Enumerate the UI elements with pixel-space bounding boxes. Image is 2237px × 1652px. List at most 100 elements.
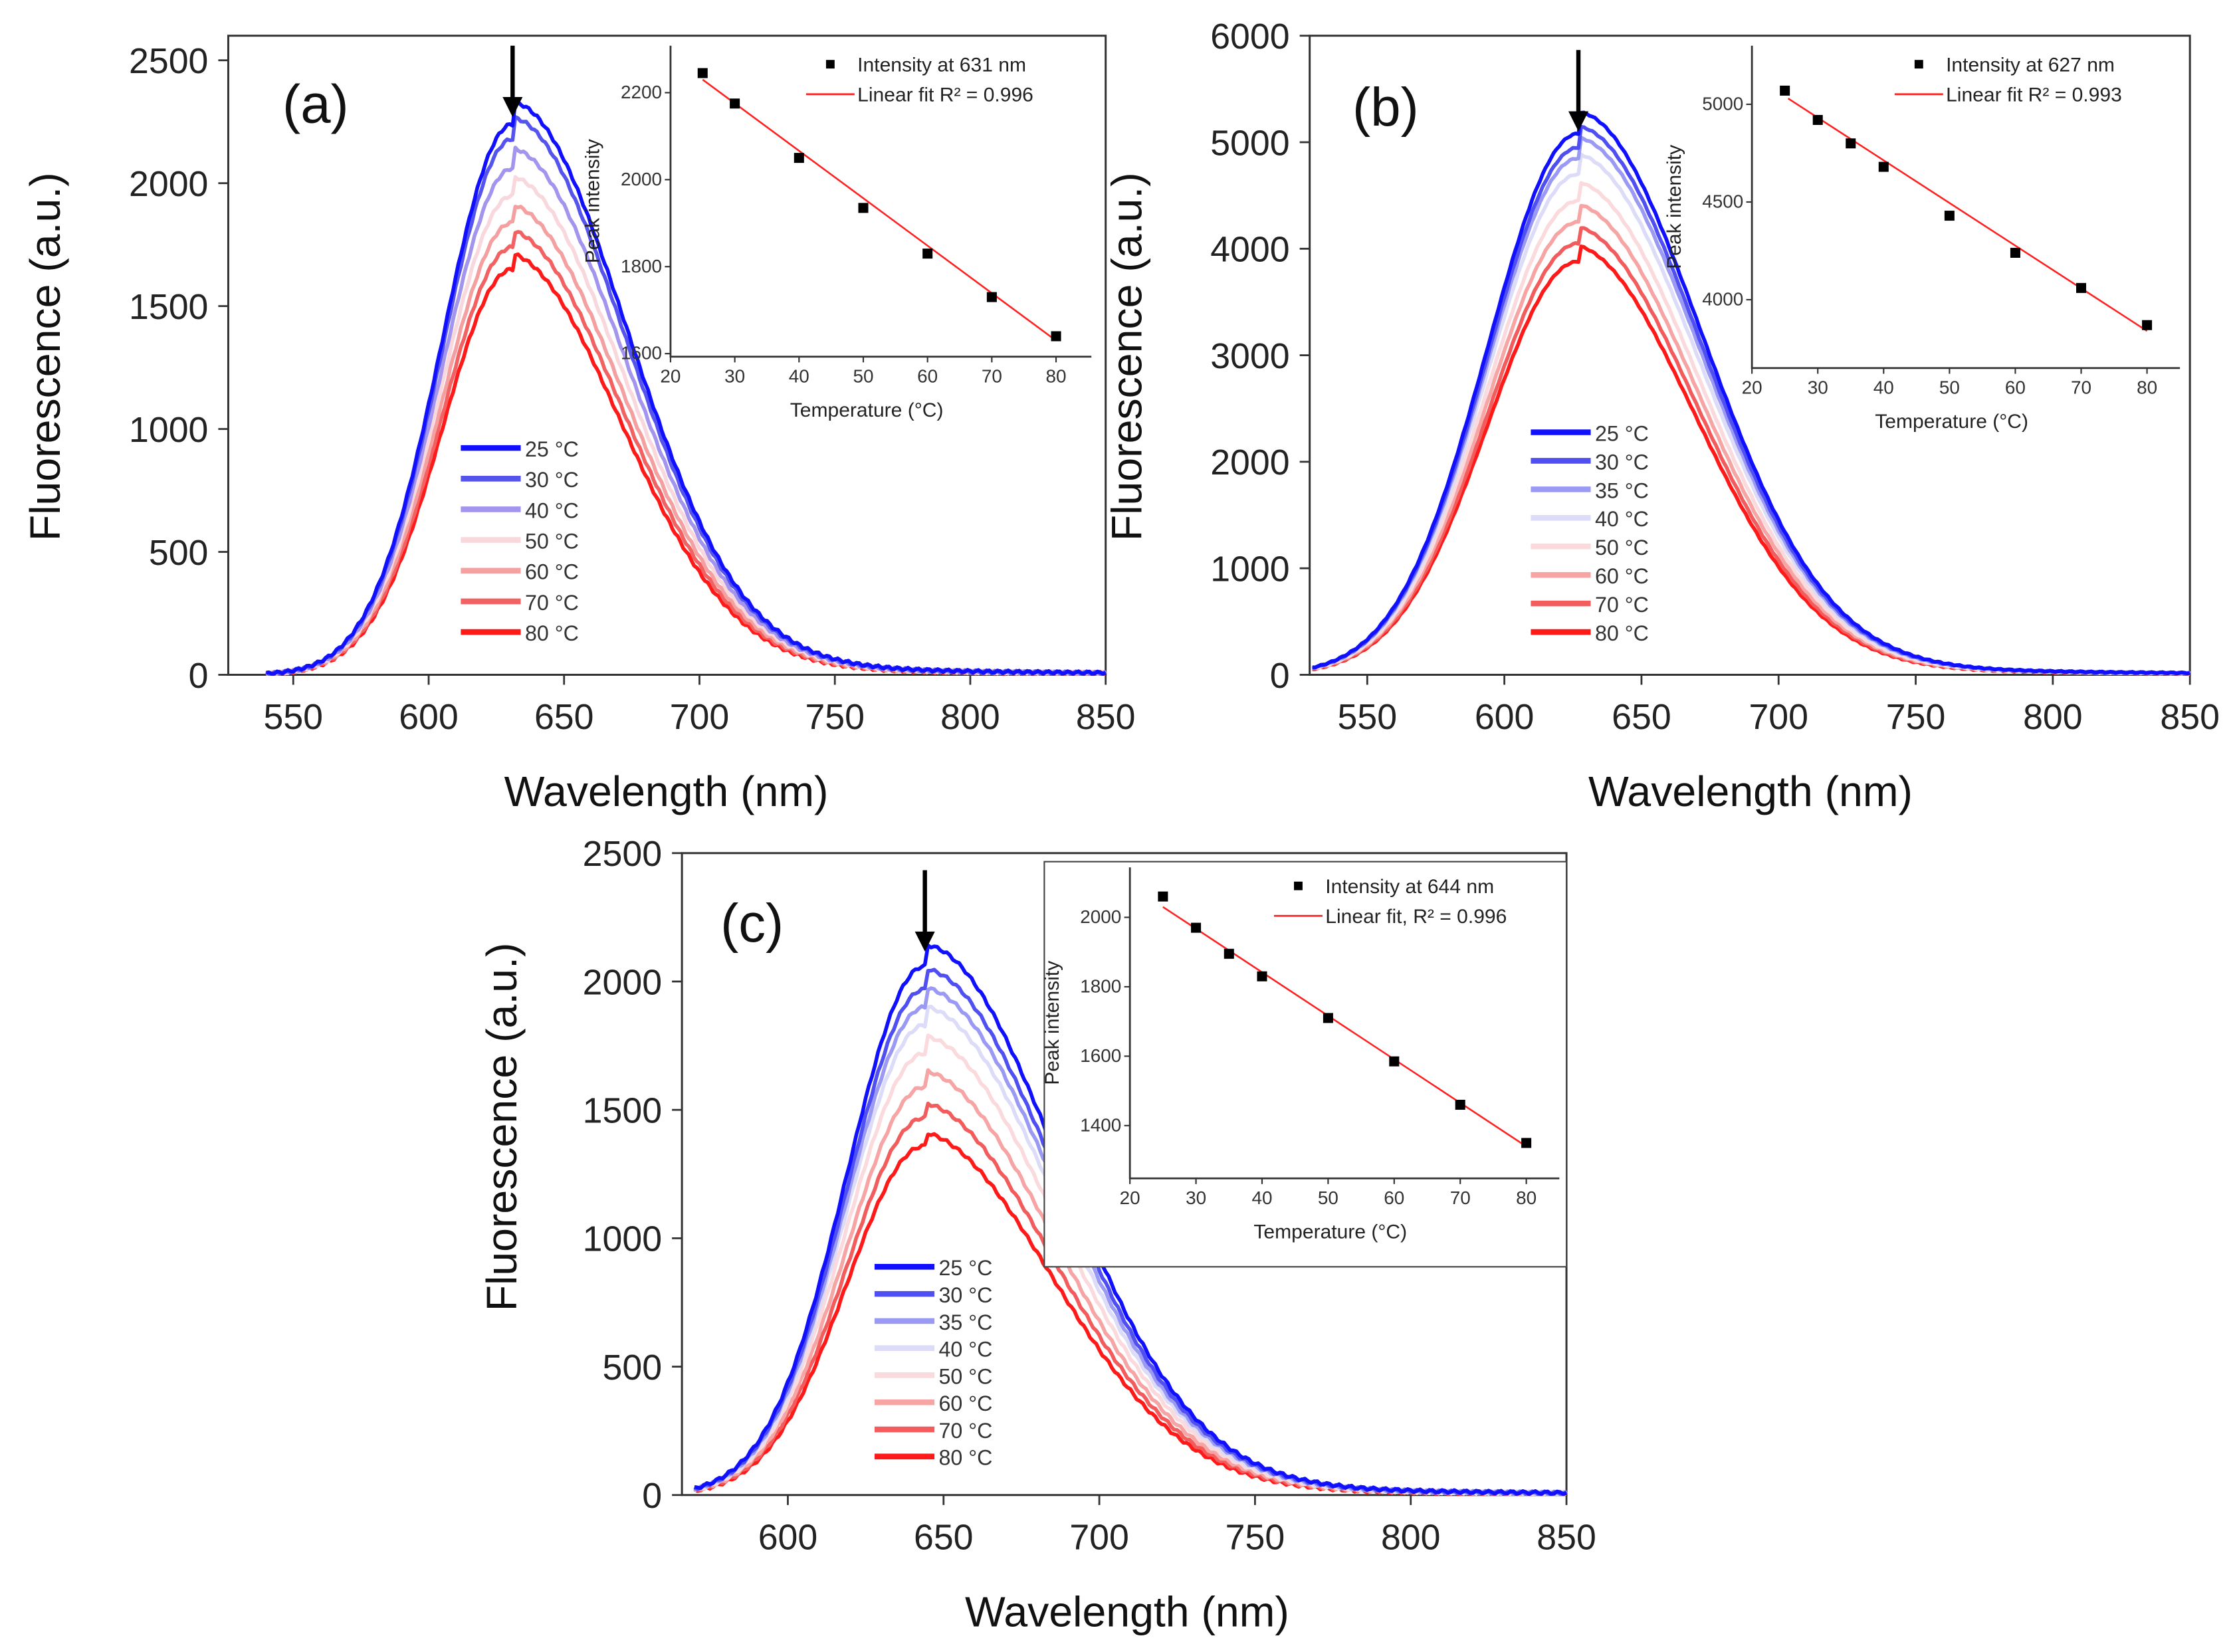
- inset-x-tick-label: 80: [1046, 365, 1067, 386]
- x-tick-label: 650: [914, 1517, 974, 1557]
- inset-legend-marker: [825, 60, 835, 69]
- panel-label: (c): [720, 893, 784, 954]
- inset-data-point: [1158, 891, 1168, 902]
- y-tick-label: 6000: [1210, 17, 1289, 56]
- legend-label: 60 °C: [939, 1392, 993, 1415]
- inset-y-tick-label: 5000: [1702, 94, 1743, 114]
- inset-fit-line: [702, 78, 1057, 342]
- inset-x-tick-label: 30: [724, 365, 745, 386]
- x-tick-label: 600: [758, 1517, 818, 1557]
- inset-x-tick-label: 80: [1516, 1187, 1537, 1208]
- x-tick-label: 750: [805, 697, 865, 737]
- inset-data-point: [2076, 282, 2087, 293]
- inset-data-point: [1191, 922, 1202, 933]
- legend-label: 40 °C: [1595, 507, 1649, 531]
- y-tick-label: 2500: [583, 834, 662, 874]
- spectrum-line-30c: [265, 115, 1107, 676]
- inset-y-axis-title: Peak intensity: [1663, 145, 1685, 269]
- inset-y-tick-label: 1600: [621, 343, 662, 363]
- y-tick-label: 1500: [583, 1091, 662, 1131]
- inset-data-point: [1780, 85, 1790, 96]
- inset-fit-line: [1162, 906, 1527, 1148]
- inset-y-tick-label: 1800: [1080, 976, 1121, 997]
- x-tick-label: 700: [1749, 697, 1808, 737]
- legend-label: 30 °C: [1595, 450, 1649, 474]
- inset-y-axis-title: Peak intensity: [1041, 961, 1063, 1085]
- inset-x-tick-label: 70: [2071, 377, 2091, 398]
- x-axis-title: Wavelength (nm): [965, 1588, 1289, 1635]
- x-tick-label: 550: [1338, 697, 1398, 737]
- inset-data-point: [1224, 948, 1234, 959]
- inset-x-tick-label: 50: [1939, 377, 1960, 398]
- y-tick-label: 5000: [1210, 123, 1289, 163]
- inset-x-axis-title: Temperature (°C): [790, 399, 944, 421]
- inset-x-tick-label: 50: [1318, 1187, 1338, 1208]
- legend-label: 25 °C: [1595, 421, 1649, 445]
- inset-x-tick-label: 60: [1384, 1187, 1404, 1208]
- plot-frame: [227, 35, 1107, 676]
- spectra: [1311, 110, 2191, 676]
- legend-label: 80 °C: [939, 1446, 993, 1470]
- y-tick-label: 1000: [583, 1219, 662, 1259]
- inset-data-point: [697, 68, 708, 78]
- y-tick-label: 3000: [1210, 336, 1289, 376]
- legend-label: 40 °C: [525, 498, 579, 522]
- legend-label: 50 °C: [939, 1364, 993, 1388]
- inset-x-tick-label: 40: [1873, 377, 1894, 398]
- inset-chart: 20 30 40 50 60 70 80 4000 4500 5000 Temperature (°…: [1663, 45, 2181, 433]
- x-tick-label: 600: [399, 697, 459, 737]
- x-tick-label: 700: [1069, 1517, 1129, 1557]
- legend-label: 70 °C: [939, 1419, 993, 1443]
- legend-label: 60 °C: [525, 560, 579, 584]
- legend-label: 80 °C: [525, 621, 579, 645]
- legend-label: 60 °C: [1595, 564, 1649, 588]
- y-axis-title: Fluorescence (a.u.): [1103, 172, 1150, 541]
- inset-y-tick-label: 4500: [1702, 191, 1743, 212]
- inset-data-point: [730, 98, 740, 109]
- x-tick-label: 850: [1537, 1517, 1596, 1557]
- peak-arrow-head-icon: [1568, 111, 1589, 132]
- x-tick-label: 800: [940, 697, 1000, 737]
- inset-data-point: [1812, 114, 1823, 126]
- inset-y-axis-title: Peak intensity: [582, 139, 604, 263]
- y-tick-label: 1000: [1210, 549, 1289, 589]
- legend-label: 70 °C: [1595, 593, 1649, 617]
- inset-data-point: [858, 203, 869, 213]
- plot-frame: [1309, 35, 2191, 676]
- inset-legend-marker: [1914, 60, 1923, 69]
- spectrum-line-25c: [1312, 110, 2190, 676]
- peak-arrow-head-icon: [914, 931, 935, 952]
- legend-label: 30 °C: [939, 1283, 993, 1307]
- spectrum-line-60c: [266, 205, 1107, 676]
- x-tick-label: 850: [1076, 697, 1136, 737]
- inset-x-tick-label: 70: [1450, 1187, 1471, 1208]
- panel-label: (a): [282, 74, 349, 135]
- legend-label: 25 °C: [939, 1256, 993, 1280]
- inset-legend-fit-label: Linear fit R² = 0.996: [857, 84, 1033, 106]
- x-tick-label: 550: [263, 697, 323, 737]
- y-tick-label: 0: [642, 1476, 662, 1516]
- inset-y-tick-label: 4000: [1702, 289, 1743, 310]
- legend-label: 80 °C: [1595, 621, 1649, 645]
- x-tick-label: 650: [534, 697, 594, 737]
- legend-label: 50 °C: [1595, 536, 1649, 560]
- y-tick-label: 2000: [129, 164, 208, 204]
- inset-y-tick-label: 1400: [1080, 1114, 1121, 1135]
- inset-x-tick-label: 40: [789, 365, 809, 386]
- y-tick-label: 1500: [129, 287, 208, 327]
- spectrum-line-25c: [266, 100, 1107, 676]
- spectra: [265, 100, 1107, 676]
- y-tick-label: 500: [603, 1348, 663, 1388]
- y-tick-label: 500: [149, 533, 209, 573]
- x-tick-label: 600: [1475, 697, 1535, 737]
- legend-label: 35 °C: [1595, 478, 1649, 502]
- y-tick-label: 2000: [583, 962, 662, 1002]
- inset-data-point: [1389, 1056, 1400, 1067]
- inset-data-point: [2142, 320, 2153, 330]
- inset-data-point: [1257, 971, 1267, 981]
- spectrum-line-70c: [265, 230, 1107, 676]
- inset-x-tick-label: 20: [1742, 377, 1762, 398]
- x-tick-label: 800: [2023, 697, 2083, 737]
- inset-data-point: [1878, 161, 1889, 172]
